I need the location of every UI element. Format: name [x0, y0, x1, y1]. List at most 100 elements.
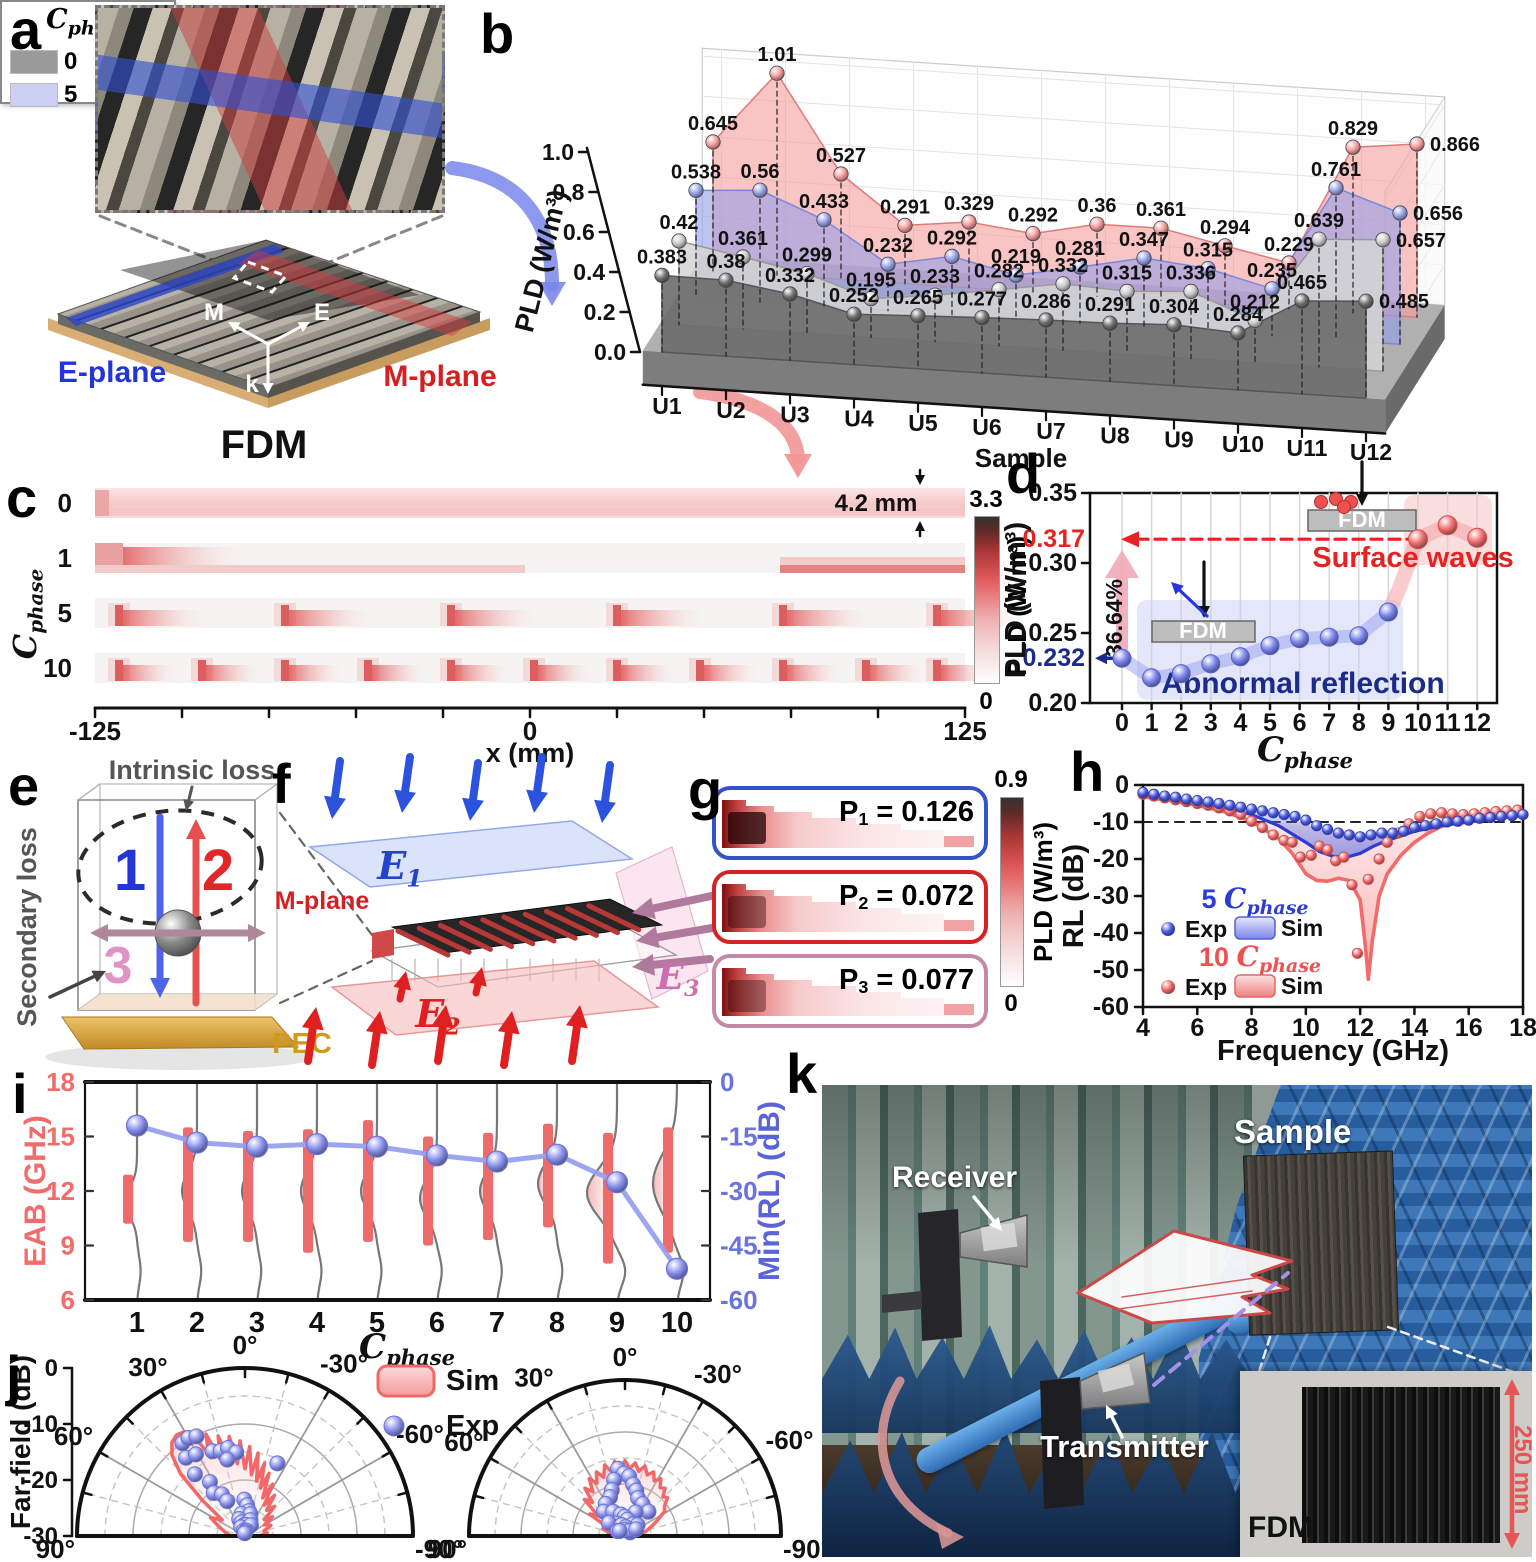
svg-text:36.64%: 36.64% [1101, 579, 1127, 657]
svg-text:E1: E1 [376, 843, 422, 893]
legend-item-5: 5 [10, 81, 92, 109]
svg-text:4: 4 [309, 1307, 325, 1339]
svg-text:7: 7 [1322, 709, 1336, 737]
svg-text:3: 3 [1204, 709, 1218, 737]
fdm-inset-label: FDM [1248, 1511, 1313, 1544]
svg-text:0.761: 0.761 [1311, 159, 1361, 181]
svg-text:60°: 60° [444, 1427, 483, 1457]
svg-text:0.235: 0.235 [1247, 260, 1297, 282]
svg-text:U10: U10 [1222, 431, 1264, 457]
svg-text:PLD (W/m³): PLD (W/m³) [1000, 522, 1032, 678]
colorbar-g-min: 0 [1004, 990, 1018, 1017]
svg-text:U8: U8 [1100, 422, 1130, 448]
svg-text:RL (dB): RL (dB) [1058, 844, 1090, 948]
svg-text:0: 0 [45, 1355, 58, 1382]
svg-text:Sim: Sim [1281, 973, 1323, 999]
p3-value: P3 = 0.077 [839, 964, 974, 997]
svg-text:-40: -40 [1093, 919, 1129, 947]
svg-text:10: 10 [1404, 709, 1432, 737]
svg-text:0.336: 0.336 [1166, 262, 1216, 284]
svg-text:PEC: PEC [272, 1028, 332, 1060]
svg-text:8: 8 [1352, 709, 1366, 737]
svg-text:0: 0 [720, 1067, 734, 1097]
svg-text:-90°: -90° [415, 1534, 463, 1562]
svg-text:10 Cphase: 10 Cphase [1199, 940, 1321, 977]
svg-text:Secondary loss: Secondary loss [12, 827, 42, 1027]
svg-text:4: 4 [1233, 709, 1247, 737]
svg-text:30°: 30° [128, 1352, 167, 1382]
svg-text:0.42: 0.42 [660, 212, 699, 234]
fdm-sample-inset: FDM 250 mm [1240, 1371, 1532, 1557]
svg-text:0.277: 0.277 [957, 289, 1007, 311]
colorbar-c-max: 3.3 [969, 486, 1003, 513]
svg-text:15: 15 [46, 1122, 75, 1152]
svg-text:5: 5 [1263, 709, 1277, 737]
panel-label-d: d [1006, 442, 1041, 505]
svg-text:0.291: 0.291 [1085, 294, 1135, 316]
svg-text:0.433: 0.433 [799, 191, 849, 213]
svg-text:16: 16 [1455, 1014, 1483, 1042]
svg-text:0.657: 0.657 [1396, 230, 1446, 252]
svg-text:0.317: 0.317 [1022, 525, 1085, 553]
svg-text:0.292: 0.292 [1008, 205, 1058, 227]
p2-value: P2 = 0.072 [839, 880, 974, 913]
svg-text:Min(RL) (dB): Min(RL) (dB) [753, 1101, 786, 1281]
svg-text:9: 9 [61, 1231, 75, 1261]
svg-text:1: 1 [58, 543, 72, 573]
svg-text:E3: E3 [656, 956, 700, 1002]
panel-label-h: h [1070, 740, 1105, 803]
colorbar-c [974, 516, 1000, 684]
svg-text:-15: -15 [720, 1121, 758, 1151]
svg-text:12: 12 [1346, 1014, 1374, 1042]
size-label: 250 mm [1509, 1425, 1532, 1515]
fdm-closeup-inset [95, 5, 445, 213]
svg-text:0.195: 0.195 [846, 270, 896, 292]
svg-text:8: 8 [549, 1307, 565, 1339]
panel-label-a: a [10, 0, 42, 61]
fdm-structure-drawing: M Ek E-plane M-plane FDM [48, 161, 812, 478]
svg-text:7: 7 [489, 1307, 505, 1339]
svg-text:0.485: 0.485 [1379, 291, 1429, 313]
svg-text:FDM: FDM [1179, 618, 1227, 643]
svg-text:1.01: 1.01 [758, 44, 797, 66]
svg-text:0.38: 0.38 [707, 251, 746, 273]
svg-text:0.20: 0.20 [1028, 689, 1077, 717]
svg-text:0.299: 0.299 [782, 245, 832, 267]
panel-label-b: b [480, 2, 515, 65]
panel-label-j: j [6, 1344, 22, 1407]
svg-text:0.219: 0.219 [991, 246, 1041, 268]
svg-text:0.282: 0.282 [974, 261, 1024, 283]
svg-text:0.36: 0.36 [1078, 195, 1117, 217]
svg-text:-30: -30 [1093, 882, 1129, 910]
svg-text:0.332: 0.332 [1038, 255, 1088, 277]
field-planes-diagram: E1M-planeE2E3 [275, 753, 722, 1069]
svg-text:FDM: FDM [221, 423, 308, 467]
svg-text:0.291: 0.291 [880, 196, 930, 218]
svg-text:PLD (W/m³): PLD (W/m³) [509, 187, 573, 335]
svg-text:60°: 60° [54, 1421, 93, 1451]
svg-text:-30: -30 [720, 1176, 758, 1206]
svg-text:Sample: Sample [975, 443, 1068, 473]
svg-text:14: 14 [1401, 1014, 1429, 1042]
svg-text:-30°: -30° [694, 1359, 742, 1389]
svg-text:x (mm): x (mm) [486, 738, 575, 768]
svg-text:3: 3 [249, 1307, 265, 1339]
svg-text:Exp: Exp [446, 1410, 499, 1442]
panel-label-e: e [8, 754, 40, 817]
svg-text:U12: U12 [1350, 439, 1392, 465]
svg-text:0: 0 [58, 488, 72, 518]
svg-text:1: 1 [114, 838, 146, 903]
svg-text:Sim: Sim [446, 1365, 499, 1397]
svg-text:0.281: 0.281 [1055, 238, 1105, 260]
svg-text:4.2 mm: 4.2 mm [835, 490, 918, 517]
svg-text:-60: -60 [720, 1285, 758, 1315]
svg-text:U11: U11 [1287, 435, 1328, 461]
svg-text:0.361: 0.361 [718, 228, 768, 250]
svg-text:0.315: 0.315 [1183, 240, 1233, 262]
svg-text:0.294: 0.294 [1200, 217, 1251, 239]
svg-text:6: 6 [1293, 709, 1307, 737]
